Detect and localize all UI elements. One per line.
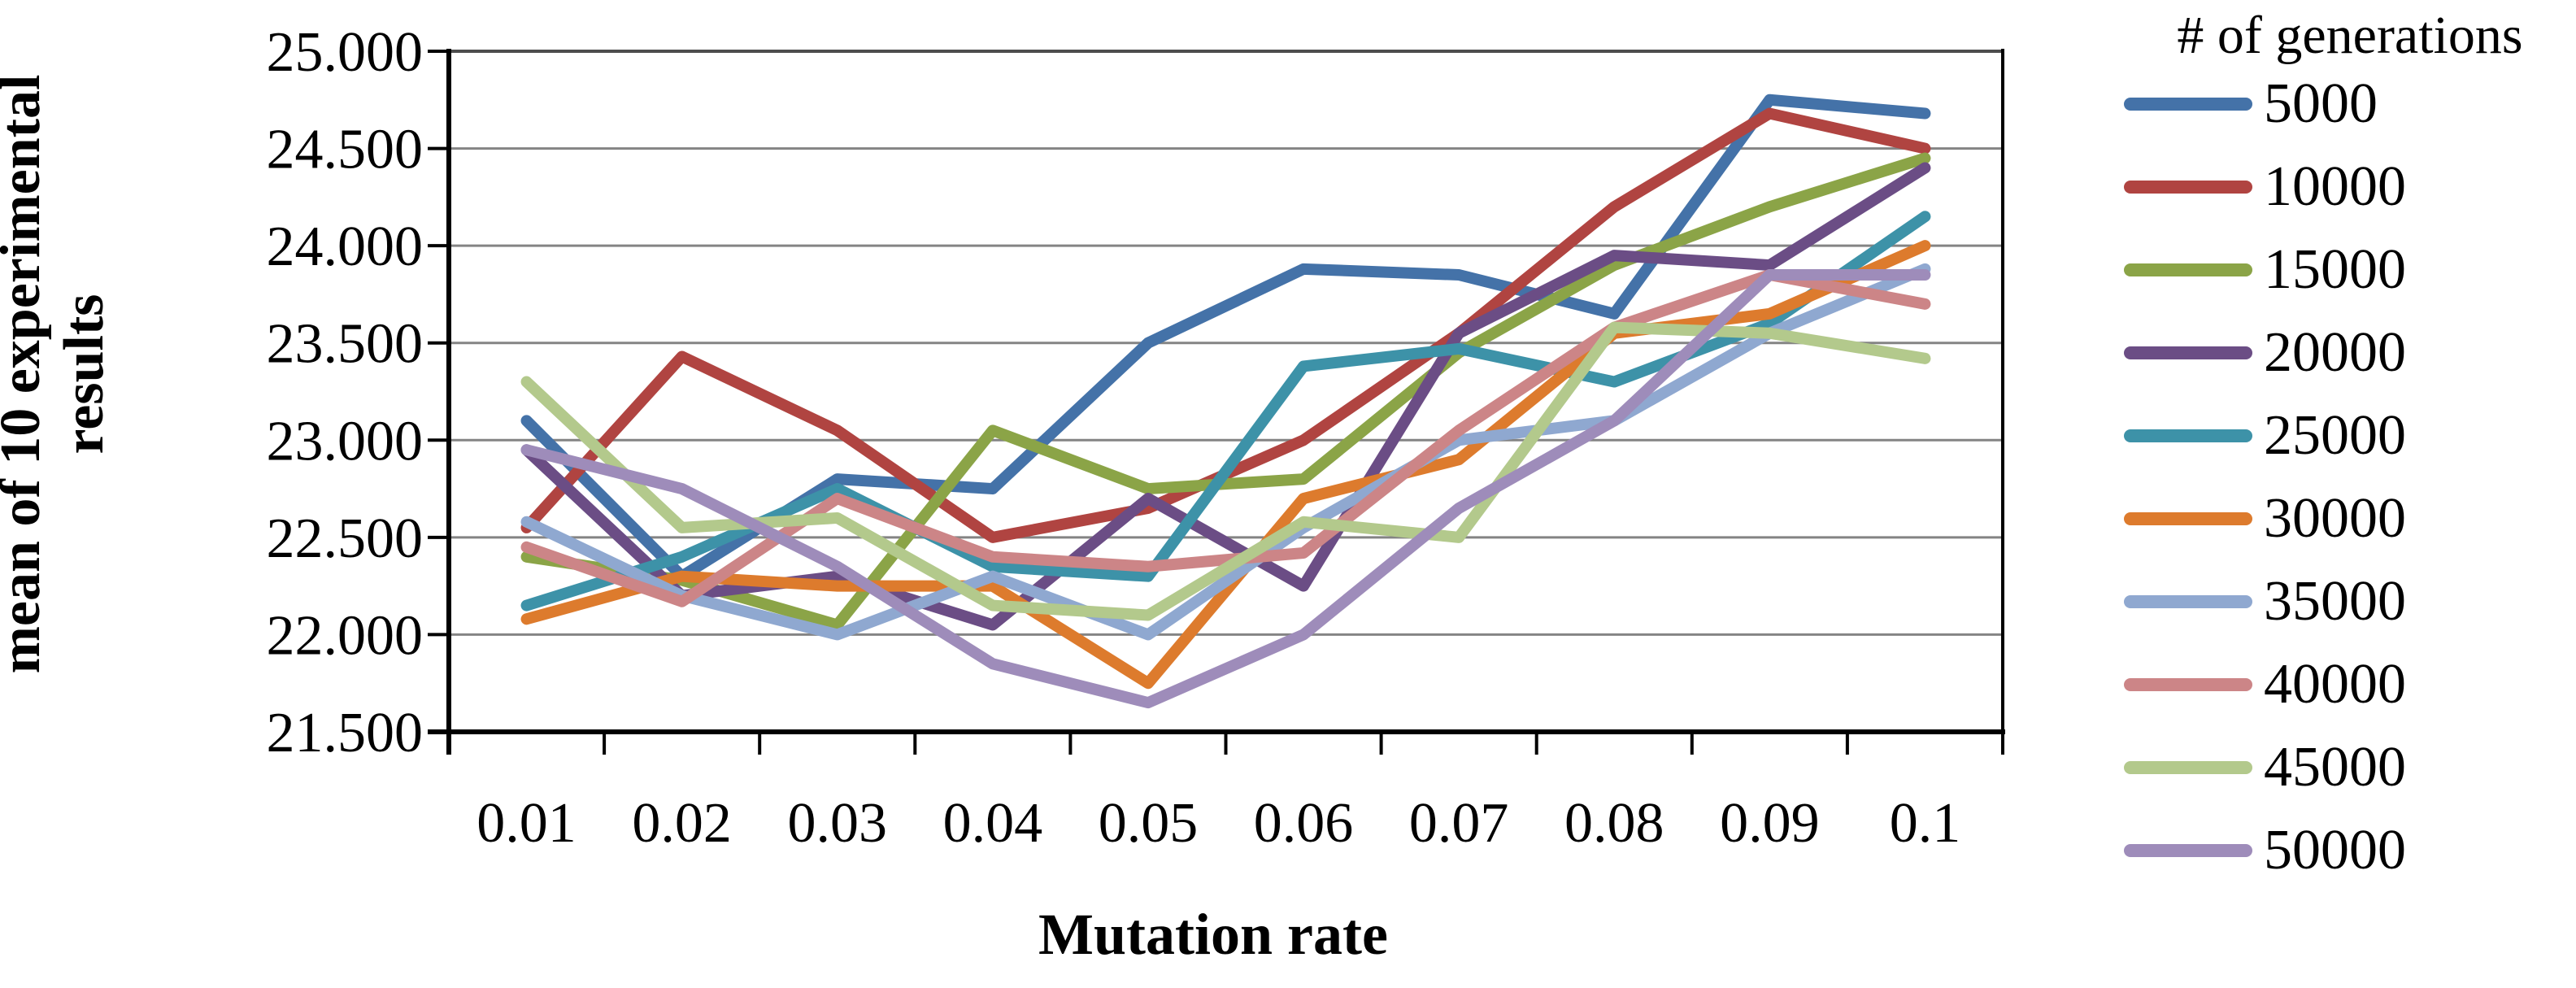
legend-item-label: 45000: [2264, 736, 2406, 799]
legend-line-swatch: [2124, 263, 2252, 276]
y-tick-label: 23.000: [267, 410, 424, 472]
legend-item-50000[interactable]: 50000: [2114, 816, 2576, 885]
legend-item-label: 25000: [2264, 404, 2406, 467]
y-tick-label: 22.500: [267, 507, 424, 570]
x-tick-label: 0.05: [1099, 792, 1199, 855]
legend-item-label: 30000: [2264, 487, 2406, 550]
series-line-15000[interactable]: [520, 152, 1931, 631]
legend-item-45000[interactable]: 45000: [2114, 733, 2576, 802]
x-tick-label: 0.08: [1564, 792, 1664, 855]
y-tick-label: 24.000: [267, 215, 424, 278]
x-tick-label: 0.03: [788, 792, 888, 855]
x-tick-label: 0.1: [1890, 792, 1961, 855]
y-tick-label: 22.000: [267, 604, 424, 667]
legend-item-label: 50000: [2264, 819, 2406, 881]
legend-item-15000[interactable]: 15000: [2114, 236, 2576, 304]
legend-line-swatch: [2124, 595, 2252, 608]
legend-item-label: 40000: [2264, 653, 2406, 716]
y-tick-label: 23.500: [267, 313, 424, 376]
y-tick-label: 24.500: [267, 119, 424, 181]
legend-item-label: 20000: [2264, 321, 2406, 384]
series-line-30000[interactable]: [520, 240, 1931, 690]
legend-line-swatch: [2124, 429, 2252, 442]
legend-line-swatch: [2124, 761, 2252, 774]
y-tick-label: 25.000: [267, 21, 424, 84]
legend: # of generations 5000 10000 15000 20000 2500…: [2114, 0, 2576, 988]
legend-item-20000[interactable]: 20000: [2114, 319, 2576, 387]
x-axis-title: Mutation rate: [1038, 902, 1388, 967]
legend-item-40000[interactable]: 40000: [2114, 651, 2576, 719]
legend-item-5000[interactable]: 5000: [2114, 70, 2576, 138]
series-line-40000[interactable]: [520, 269, 1931, 607]
legend-title: # of generations: [2177, 6, 2523, 65]
x-tick-label: 0.06: [1254, 792, 1354, 855]
y-axis-title-line1: mean of 10 experimental: [0, 74, 52, 674]
x-tick-label: 0.01: [476, 792, 577, 855]
y-axis-title-line2: results: [53, 294, 115, 455]
series-line-50000[interactable]: [520, 269, 1931, 709]
legend-item-10000[interactable]: 10000: [2114, 153, 2576, 221]
legend-line-swatch: [2124, 181, 2252, 194]
series-line-35000[interactable]: [520, 263, 1931, 641]
y-tick-label: 21.500: [267, 702, 424, 764]
legend-item-label: 15000: [2264, 238, 2406, 301]
x-tick-label: 0.09: [1720, 792, 1820, 855]
legend-item-label: 5000: [2264, 72, 2378, 135]
legend-item-label: 10000: [2264, 155, 2406, 218]
legend-line-swatch: [2124, 346, 2252, 359]
x-tick-label: 0.07: [1409, 792, 1509, 855]
legend-item-30000[interactable]: 30000: [2114, 485, 2576, 553]
legend-item-35000[interactable]: 35000: [2114, 568, 2576, 636]
legend-line-swatch: [2124, 844, 2252, 857]
y-axis-title: mean of 10 experimental results: [0, 0, 118, 748]
x-tick-label: 0.04: [943, 792, 1043, 855]
x-tick-label: 0.02: [632, 792, 732, 855]
legend-line-swatch: [2124, 512, 2252, 525]
legend-line-swatch: [2124, 98, 2252, 111]
legend-item-label: 35000: [2264, 570, 2406, 633]
legend-item-25000[interactable]: 25000: [2114, 402, 2576, 470]
legend-line-swatch: [2124, 678, 2252, 691]
